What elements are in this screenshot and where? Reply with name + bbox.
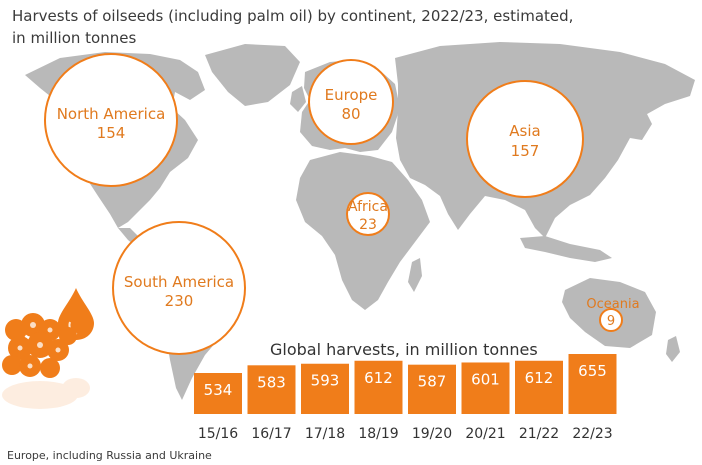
bubble-oceania: Oceania 9 xyxy=(586,297,640,332)
bar-value-label: 612 xyxy=(525,369,554,387)
bar-chart-title: Global harvests, in million tonnes xyxy=(270,340,538,359)
x-tick-label: 21/22 xyxy=(519,426,559,442)
bar-value-label: 593 xyxy=(311,372,340,390)
new-zealand-shape xyxy=(666,336,680,362)
continent-bubbles: North America 154 Europe 80 Asia 157 Afr… xyxy=(44,53,640,355)
x-tick-label: 18/19 xyxy=(358,426,398,442)
bubble-africa: Africa 23 xyxy=(346,192,390,236)
chart-title-line-2: in million tonnes xyxy=(12,29,137,47)
bar-22-23 xyxy=(568,354,617,414)
bar-20-21 xyxy=(461,362,510,414)
bar-value-label: 534 xyxy=(204,381,233,399)
bubble-asia-value: 157 xyxy=(511,142,540,160)
bubble-oceania-label: Oceania xyxy=(586,297,639,312)
bubble-africa-value: 23 xyxy=(359,217,377,233)
bubble-north-america-value: 154 xyxy=(97,124,126,142)
bar-19-20 xyxy=(408,364,456,414)
bubble-africa-label: Africa xyxy=(348,199,388,215)
bar-16-17 xyxy=(247,365,296,414)
bubble-south-america-label: South America xyxy=(124,273,234,291)
indonesia-shape xyxy=(520,236,612,262)
x-tick-label: 15/16 xyxy=(198,426,238,442)
footnote: Europe, including Russia and Ukraine xyxy=(7,449,212,462)
oil-drop-icon xyxy=(58,288,94,340)
bubble-asia-label: Asia xyxy=(509,122,540,140)
x-tick-label: 17/18 xyxy=(305,426,345,442)
bar-15-16 xyxy=(194,373,242,414)
x-tick-label: 19/20 xyxy=(412,426,452,442)
x-tick-label: 22/23 xyxy=(572,426,612,442)
uk-shape xyxy=(290,86,306,112)
bubble-europe-value: 80 xyxy=(341,105,360,123)
bar-value-label: 587 xyxy=(418,373,447,391)
bar-18-19 xyxy=(354,360,403,414)
bubble-south-america: South America 230 xyxy=(112,221,246,355)
bar-value-label: 583 xyxy=(257,373,286,391)
x-tick-label: 16/17 xyxy=(251,426,291,442)
bar-value-label: 601 xyxy=(471,370,500,388)
bar-17-18 xyxy=(301,363,349,414)
chart-title: Harvests of oilseeds (including palm oil… xyxy=(12,7,574,25)
bubble-south-america-value: 230 xyxy=(165,292,194,310)
bubble-europe-label: Europe xyxy=(325,86,378,104)
oilseed-illustration xyxy=(2,288,94,409)
bubble-north-america: North America 154 xyxy=(44,53,178,187)
madagascar-shape xyxy=(408,258,422,292)
greenland-shape xyxy=(205,44,300,106)
bubble-asia: Asia 157 xyxy=(466,80,584,198)
bar-21-22 xyxy=(515,360,563,414)
bar-value-label: 612 xyxy=(364,369,393,387)
japan-shape xyxy=(630,110,652,140)
x-tick-label: 20/21 xyxy=(465,426,505,442)
bubble-north-america-label: North America xyxy=(57,105,166,123)
bubble-oceania-value: 9 xyxy=(607,314,615,329)
reflection xyxy=(2,378,90,409)
bubble-europe: Europe 80 xyxy=(308,59,394,145)
bar-value-label: 655 xyxy=(578,362,607,380)
